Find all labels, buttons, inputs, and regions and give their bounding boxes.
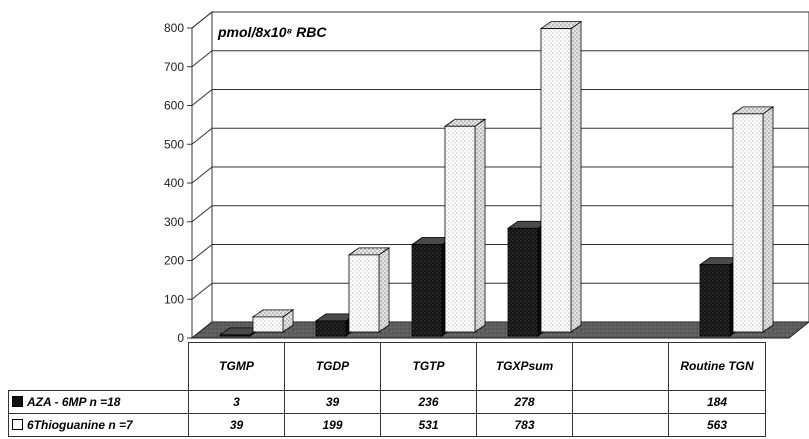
bar-side [378, 247, 390, 333]
y-tick-label: 100 [164, 292, 184, 306]
y-tick-label: 700 [164, 60, 184, 74]
table-header-row: TGMP TGDP TGTP TGXPsum Routine TGN [9, 342, 766, 391]
bar-front [444, 125, 476, 333]
bar-aza-6mp [314, 313, 358, 337]
series-name: 6Thioguanine n =7 [27, 418, 133, 432]
bar-6thioguanine [539, 20, 583, 333]
legend-entry: AZA - 6MP n =18 [8, 390, 189, 414]
bar-front [219, 334, 251, 337]
y-tick-label: 0 [177, 331, 184, 342]
gridline-side [191, 282, 213, 300]
gridline-side [191, 11, 213, 29]
data-label: 199 [284, 413, 381, 437]
bars [218, 20, 775, 337]
gridline-side [191, 89, 213, 106]
data-label [572, 390, 669, 414]
data-label [572, 413, 669, 437]
data-label: 236 [380, 390, 477, 414]
gridline-side [191, 244, 213, 261]
bar-front [252, 316, 284, 333]
x-tick-label: TGDP [284, 342, 381, 391]
bar-front [699, 264, 731, 337]
bar-front [348, 254, 380, 333]
table-corner [9, 343, 189, 391]
table-row: 6Thioguanine n =7 39 199 531 783 563 [8, 413, 766, 437]
legend-entry: 6Thioguanine n =7 [8, 413, 189, 437]
table-row: AZA - 6MP n =18 3 39 236 278 184 [8, 390, 766, 414]
data-table: TGMP TGDP TGTP TGXPsum Routine TGN AZA - 6MP … [8, 342, 766, 437]
gridline-side [191, 205, 213, 223]
data-label: 184 [668, 390, 766, 414]
bar-6thioguanine [347, 247, 391, 333]
bar-side [570, 20, 582, 333]
legend-swatch [12, 419, 23, 430]
y-tick-label: 400 [164, 176, 184, 190]
bar-front [315, 320, 347, 337]
bar-6thioguanine [251, 309, 295, 333]
bar-front [411, 244, 443, 337]
y-tick-label: 300 [164, 215, 184, 229]
bar-aza-6mp [218, 327, 262, 337]
gridline-side [191, 127, 213, 145]
data-label: 563 [668, 413, 766, 437]
data-label: 39 [284, 390, 381, 414]
y-tick-label: 200 [164, 254, 184, 268]
data-label: 783 [476, 413, 573, 437]
data-label: 278 [476, 390, 573, 414]
bar-6thioguanine [731, 106, 775, 333]
bar-front [507, 227, 539, 337]
x-tick-label: TGTP [380, 342, 477, 391]
x-tick-label [572, 342, 669, 391]
gridline-side [191, 50, 213, 68]
legend-swatch [12, 396, 23, 407]
bar-6thioguanine [443, 118, 487, 333]
y-tick-label: 500 [164, 137, 184, 151]
bar-front [540, 28, 572, 333]
data-label: 3 [188, 390, 285, 414]
bar-chart: 0 100 200 300 400 500 600 700 800 pmol/8x10⁸ RBC [164, 10, 809, 342]
bar-side [762, 106, 774, 333]
data-label: 39 [188, 413, 285, 437]
y-tick-label: 600 [164, 99, 184, 113]
series-name: AZA - 6MP n =18 [27, 395, 121, 409]
bar-side [474, 118, 486, 333]
y-tick-label: 800 [164, 21, 184, 35]
data-label: 531 [380, 413, 477, 437]
gridline-side [191, 166, 213, 184]
x-tick-label: Routine TGN [668, 342, 766, 391]
bar-front [732, 113, 764, 333]
x-tick-label: TGMP [188, 342, 285, 391]
unit-label: pmol/8x10⁸ RBC [217, 24, 327, 40]
y-axis: 0 100 200 300 400 500 600 700 800 [164, 21, 192, 342]
x-tick-label: TGXPsum [476, 342, 573, 391]
